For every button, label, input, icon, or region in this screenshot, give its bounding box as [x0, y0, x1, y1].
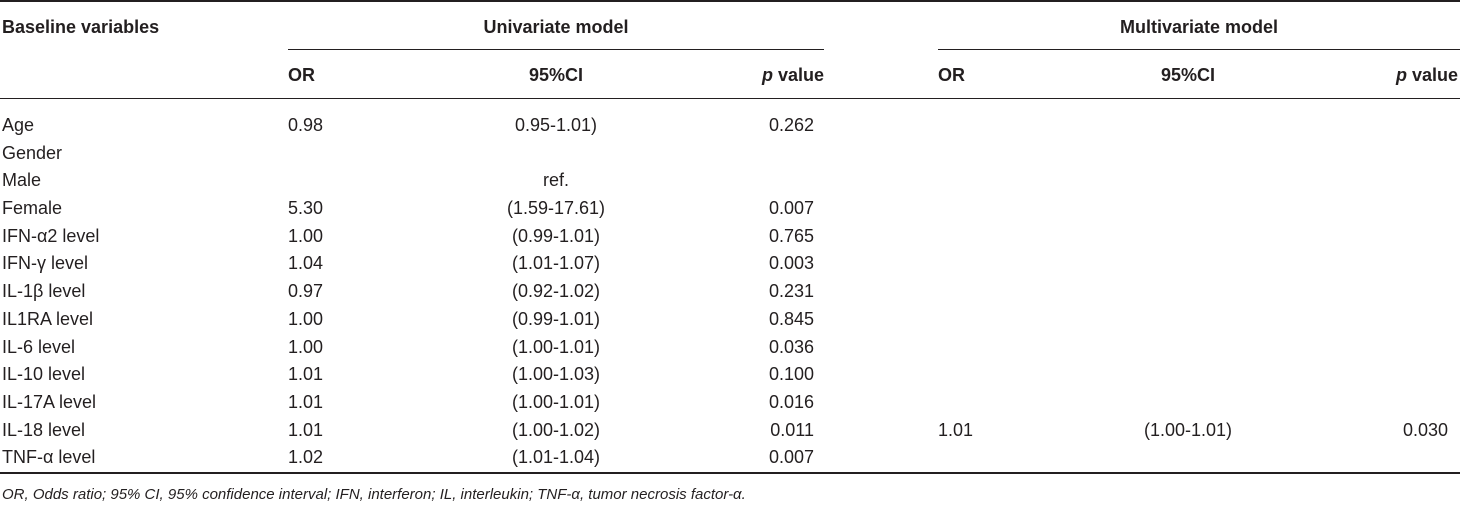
univariate-ci-value: (0.92-1.02) [511, 281, 601, 302]
table-row: Male ref. [0, 167, 1460, 195]
univariate-p-value: 0.007 [768, 447, 814, 468]
variable-name: IFN-α2 level [2, 225, 100, 246]
univariate-or-value: 5.30 [288, 198, 324, 219]
univariate-or-value: 0.97 [288, 281, 324, 302]
p-value-suffix: value [772, 65, 824, 85]
univariate-p-value: 0.231 [768, 281, 814, 302]
variable-name: IL-6 level [2, 336, 76, 357]
univariate-or-value: 0.98 [288, 115, 324, 135]
univariate-p-value: 0.036 [768, 336, 814, 357]
multivariate-ci-value: (1.00-1.01) [1143, 419, 1233, 440]
variable-name: IL-1β level [2, 281, 86, 302]
p-value-suffix: value [1406, 65, 1458, 85]
univariate-p-value: 0.845 [768, 308, 814, 329]
univariate-or-value: 1.01 [288, 391, 324, 412]
multivariate-p-value: 0.030 [1402, 419, 1448, 440]
univariate-or-value: 1.04 [288, 253, 324, 274]
univariate-p-value: 0.100 [768, 364, 814, 385]
univariate-ci-value: (1.00-1.01) [511, 336, 601, 357]
univariate-or-value: 1.00 [288, 308, 324, 329]
variable-name: Female [2, 198, 63, 219]
univariate-ci-value: (1.00-1.03) [511, 364, 601, 385]
header-univariate-ci: 95%CI [528, 65, 584, 85]
univariate-or-value: 1.00 [288, 336, 324, 357]
header-multivariate-p-value: p value [1296, 64, 1458, 86]
variable-name: IL1RA level [2, 308, 94, 329]
header-univariate-model: Univariate model [483, 17, 629, 37]
variable-name: IL-18 level [2, 419, 86, 440]
univariate-or-value: 1.01 [288, 364, 324, 385]
univariate-p-value: 0.016 [768, 391, 814, 412]
univariate-p-value: 0.007 [768, 198, 814, 219]
table-row: IL1RA level 1.00 (0.99-1.01) 0.845 [0, 306, 1460, 334]
header-univariate-p-value: p value [664, 64, 824, 86]
header-multivariate-ci: 95%CI [1160, 65, 1216, 85]
table-row: Gender [0, 140, 1460, 168]
header-multivariate-model: Multivariate model [1119, 17, 1279, 37]
univariate-ci-value: (1.00-1.02) [511, 419, 601, 440]
table-row: IL-17A level 1.01 (1.00-1.01) 0.016 [0, 389, 1460, 417]
univariate-p-value: 0.765 [768, 225, 814, 246]
table-body: Age 0.98 0.95-1.01) 0.262 Gender Male re… [0, 112, 1460, 472]
header-baseline-variables: Baseline variables [2, 17, 160, 37]
univariate-or-value: 1.00 [288, 225, 324, 246]
variable-name: IL-17A level [2, 391, 97, 412]
variable-name: IL-10 level [2, 364, 86, 385]
variable-name: Age [2, 115, 35, 135]
header-multivariate-or: OR [938, 65, 965, 85]
table-bottom-rule [0, 472, 1460, 474]
header-univariate-or: OR [288, 65, 315, 85]
univariate-ci-value: (0.99-1.01) [511, 308, 601, 329]
header-bottom-rule [0, 98, 1460, 99]
univariate-ci-value: (1.01-1.04) [511, 447, 601, 468]
multivariate-or-value: 1.01 [938, 419, 974, 440]
table-row: IFN-α2 level 1.00 (0.99-1.01) 0.765 [0, 223, 1460, 251]
variable-name: Male [2, 170, 42, 191]
variable-name: IFN-γ level [2, 253, 89, 274]
table-row: IL-6 level 1.00 (1.00-1.01) 0.036 [0, 334, 1460, 362]
table-row: Female 5.30 (1.59-17.61) 0.007 [0, 195, 1460, 223]
p-italic-label: p [1395, 65, 1407, 85]
univariate-ci-value: 0.95-1.01) [514, 115, 598, 135]
univariate-ci-value: (0.99-1.01) [511, 225, 601, 246]
table-row: IFN-γ level 1.04 (1.01-1.07) 0.003 [0, 250, 1460, 278]
univariate-ci-value: (1.00-1.01) [511, 391, 601, 412]
table-row: IL-1β level 0.97 (0.92-1.02) 0.231 [0, 278, 1460, 306]
univariate-ci-value: (1.59-17.61) [506, 198, 606, 219]
univariate-span-rule [288, 49, 824, 50]
univariate-p-value: 0.011 [770, 419, 814, 440]
table-row: IL-18 level 1.01 (1.00-1.02) 0.011 1.01 … [0, 417, 1460, 445]
table-row: Age 0.98 0.95-1.01) 0.262 [0, 112, 1460, 140]
univariate-or-value: 1.02 [288, 447, 324, 468]
table-row: IL-10 level 1.01 (1.00-1.03) 0.100 [0, 361, 1460, 389]
univariate-or-value: 1.01 [288, 419, 324, 440]
variable-name: Gender [2, 142, 63, 163]
univariate-ci-value: (1.01-1.07) [511, 253, 601, 274]
univariate-ci-value: ref. [542, 170, 569, 191]
table-row: TNF-α level 1.02 (1.01-1.04) 0.007 [0, 444, 1460, 472]
univariate-p-value: 0.262 [768, 115, 814, 135]
table-top-rule [0, 0, 1460, 2]
table-footnote: OR, Odds ratio; 95% CI, 95% confidence i… [2, 486, 746, 503]
variable-name: TNF-α level [2, 447, 96, 468]
p-italic-label: p [761, 65, 773, 85]
univariate-p-value: 0.003 [768, 253, 814, 274]
multivariate-span-rule [938, 49, 1460, 50]
